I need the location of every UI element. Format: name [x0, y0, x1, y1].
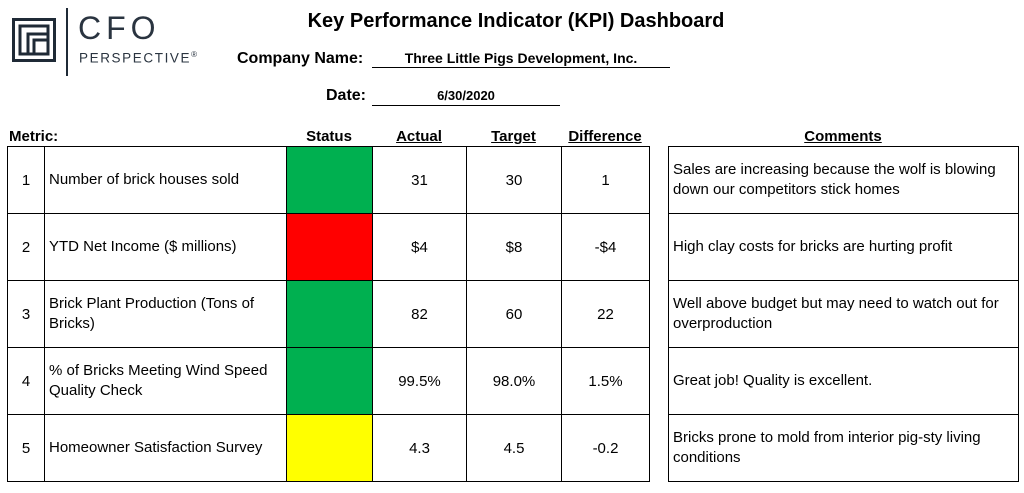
- date-label: Date:: [326, 87, 367, 104]
- row-number[interactable]: 1: [7, 146, 45, 214]
- company-name-label: Company Name:: [237, 50, 364, 67]
- comment-row: Bricks prone to mold from interior pig-s…: [668, 414, 1019, 482]
- kpi-row: 2 YTD Net Income ($ millions) $4 $8 -$4: [7, 213, 650, 281]
- header-comments: Comments: [804, 128, 882, 145]
- difference-value[interactable]: 1.5%: [561, 347, 650, 415]
- comment-text[interactable]: Great job! Quality is excellent.: [668, 347, 1019, 415]
- header-actual: Actual: [396, 128, 442, 145]
- logo-text-perspective: PERSPECTIVE®: [79, 50, 199, 66]
- comment-text[interactable]: High clay costs for bricks are hurting p…: [668, 213, 1019, 281]
- status-indicator[interactable]: [286, 213, 373, 281]
- company-name-value[interactable]: Three Little Pigs Development, Inc.: [372, 50, 670, 68]
- header-difference: Difference: [568, 128, 642, 145]
- kpi-row: 4% of Bricks Meeting Wind Speed Quality …: [7, 347, 650, 415]
- header-status: Status: [306, 128, 352, 145]
- actual-value[interactable]: 82: [372, 280, 467, 348]
- metric-name[interactable]: Homeowner Satisfaction Survey: [44, 414, 287, 482]
- difference-value[interactable]: -$4: [561, 213, 650, 281]
- target-value[interactable]: 60: [466, 280, 562, 348]
- target-value[interactable]: 98.0%: [466, 347, 562, 415]
- target-value[interactable]: $8: [466, 213, 562, 281]
- comment-row: High clay costs for bricks are hurting p…: [668, 213, 1019, 281]
- row-number[interactable]: 5: [7, 414, 45, 482]
- row-number[interactable]: 3: [7, 280, 45, 348]
- metric-name[interactable]: YTD Net Income ($ millions): [44, 213, 287, 281]
- kpi-row: 1 Number of brick houses sold 31 30 1: [7, 146, 650, 214]
- metric-name[interactable]: Number of brick houses sold: [44, 146, 287, 214]
- logo-text-cfo: CFO: [78, 10, 161, 46]
- comment-text[interactable]: Well above budget but may need to watch …: [668, 280, 1019, 348]
- comment-row: Well above budget but may need to watch …: [668, 280, 1019, 348]
- status-indicator[interactable]: [286, 146, 373, 214]
- actual-value[interactable]: 31: [372, 146, 467, 214]
- target-value[interactable]: 4.5: [466, 414, 562, 482]
- target-value[interactable]: 30: [466, 146, 562, 214]
- status-indicator[interactable]: [286, 280, 373, 348]
- header-metric: Metric:: [9, 128, 59, 145]
- comments-table-body: Sales are increasing because the wolf is…: [668, 146, 1019, 482]
- difference-value[interactable]: 1: [561, 146, 650, 214]
- comment-text[interactable]: Sales are increasing because the wolf is…: [668, 146, 1019, 214]
- comment-row: Sales are increasing because the wolf is…: [668, 146, 1019, 214]
- date-value[interactable]: 6/30/2020: [372, 88, 560, 106]
- comments-table: Sales are increasing because the wolf is…: [668, 146, 1019, 482]
- comment-text[interactable]: Bricks prone to mold from interior pig-s…: [668, 414, 1019, 482]
- logo-perspective-word: PERSPECTIVE: [79, 50, 192, 66]
- actual-value[interactable]: 4.3: [372, 414, 467, 482]
- difference-value[interactable]: -0.2: [561, 414, 650, 482]
- kpi-row: 5 Homeowner Satisfaction Survey 4.3 4.5 -0.2: [7, 414, 650, 482]
- kpi-table: 1 Number of brick houses sold 31 30 1 2 YTD Ne…: [7, 146, 650, 482]
- actual-value[interactable]: $4: [372, 213, 467, 281]
- comment-row: Great job! Quality is excellent.: [668, 347, 1019, 415]
- actual-value[interactable]: 99.5%: [372, 347, 467, 415]
- metric-name[interactable]: % of Bricks Meeting Wind Speed Quality C…: [44, 347, 287, 415]
- cfo-logo-mark-icon: [12, 18, 56, 62]
- logo-divider: [66, 8, 68, 76]
- page-title: Key Performance Indicator (KPI) Dashboar…: [307, 10, 725, 32]
- registered-mark: ®: [191, 50, 199, 59]
- cfo-perspective-logo: CFO PERSPECTIVE®: [8, 4, 218, 78]
- status-indicator[interactable]: [286, 414, 373, 482]
- status-indicator[interactable]: [286, 347, 373, 415]
- difference-value[interactable]: 22: [561, 280, 650, 348]
- header-target: Target: [491, 128, 536, 145]
- row-number[interactable]: 4: [7, 347, 45, 415]
- kpi-row: 3 Brick Plant Production (Tons of Bricks)…: [7, 280, 650, 348]
- metric-name[interactable]: Brick Plant Production (Tons of Bricks): [44, 280, 287, 348]
- row-number[interactable]: 2: [7, 213, 45, 281]
- kpi-table-body: 1 Number of brick houses sold 31 30 1 2 YTD Ne…: [7, 146, 650, 482]
